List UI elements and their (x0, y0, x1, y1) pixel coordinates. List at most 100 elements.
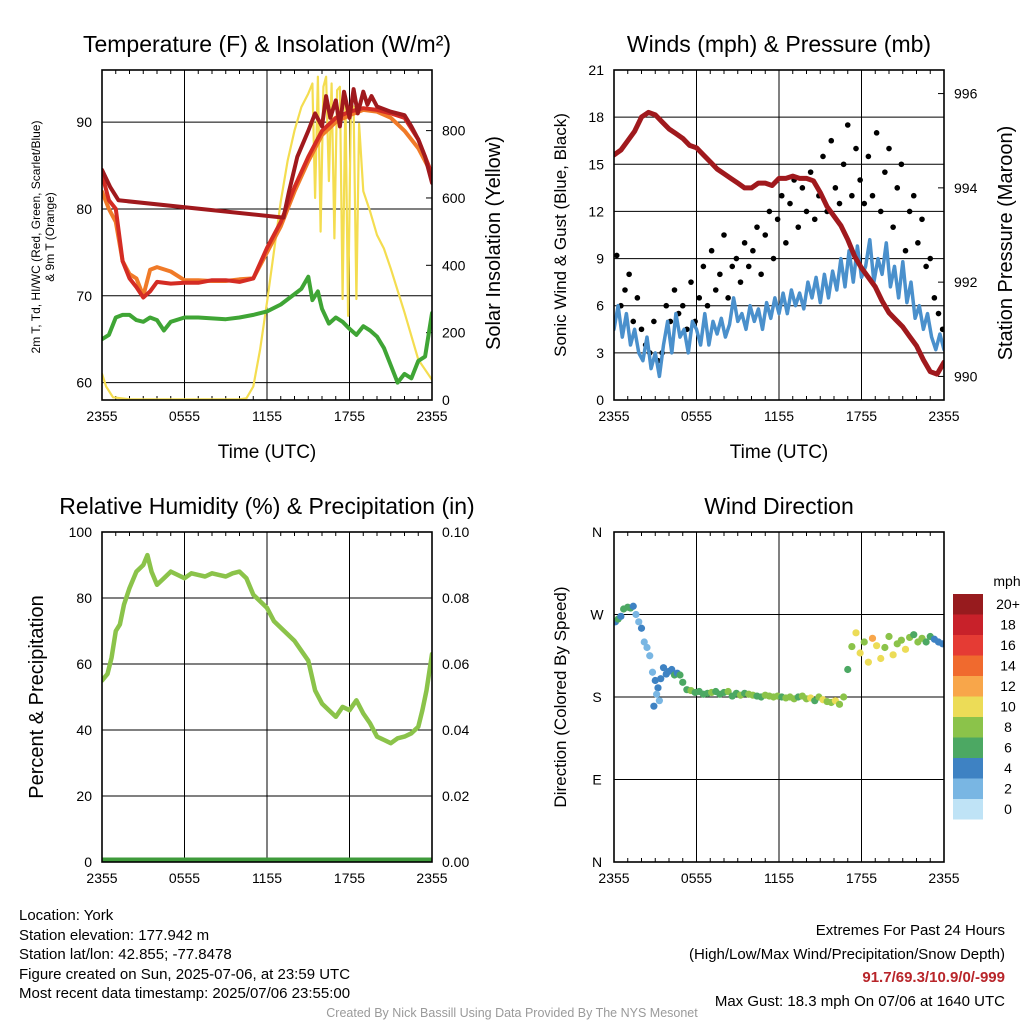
y2-tick-label: 0.08 (442, 590, 469, 606)
chart-title: Winds (mph) & Pressure (mb) (627, 31, 931, 57)
legend-label: 2 (1004, 781, 1012, 797)
direction-point (860, 638, 868, 646)
y2-tick-label: 0.02 (442, 788, 469, 804)
gust-point (766, 208, 773, 215)
legend-label: 16 (1000, 637, 1016, 653)
gust-point (622, 287, 628, 293)
y-tick-label: 3 (596, 345, 604, 361)
gust-point (795, 224, 802, 230)
y2-tick-label: 990 (954, 368, 978, 384)
y2-axis-label: Solar Insolation (Yellow) (483, 136, 505, 350)
x-tick-label: 0555 (169, 870, 200, 886)
direction-point (897, 636, 905, 644)
gust-point (630, 318, 637, 325)
gust-point (861, 200, 868, 207)
direction-point (629, 602, 637, 610)
y2-axis-label: Station Pressure (Maroon) (995, 126, 1017, 361)
direction-point (724, 687, 732, 696)
gust-point (915, 240, 921, 246)
x-tick-label: 0555 (681, 408, 712, 424)
y-tick-label: 100 (69, 524, 93, 540)
gust-point (877, 208, 884, 215)
direction-point (881, 643, 889, 652)
gust-point (832, 185, 839, 191)
direction-point (852, 629, 860, 637)
x-tick-label: 1155 (764, 408, 794, 424)
y-tick-label: 90 (76, 114, 92, 130)
legend-swatch (953, 799, 983, 820)
plot-frame (101, 69, 433, 401)
y-tick-label: 0 (84, 854, 92, 870)
gust-point (671, 287, 678, 293)
direction-point (640, 638, 648, 646)
y-tick-label: 0 (596, 392, 604, 408)
gust-point (828, 137, 835, 144)
legend-swatch (953, 737, 983, 758)
y-tick-label: 18 (588, 109, 604, 125)
chart-title: Temperature (F) & Insolation (W/m²) (83, 31, 451, 57)
y2-tick-label: 996 (954, 86, 978, 102)
gust-point (725, 295, 731, 301)
direction-point (637, 624, 646, 632)
gust-point (844, 122, 851, 128)
y-tick-label: N (592, 854, 602, 870)
legend-label: 10 (1000, 699, 1016, 715)
direction-point (889, 651, 897, 659)
gust-point (733, 255, 740, 262)
direction-point (910, 631, 918, 639)
legend-label: 6 (1004, 740, 1012, 756)
x-tick-label: 2355 (928, 870, 959, 886)
gust-point (770, 255, 777, 262)
x-tick-label: 1155 (764, 870, 794, 886)
gust-point (849, 192, 855, 199)
gust-point (712, 287, 719, 293)
y2-tick-label: 0.04 (442, 722, 469, 738)
x-tick-label: 0555 (681, 870, 712, 886)
y-axis-label: Sonic Wind & Gust (Blue, Black) (551, 113, 570, 357)
gust-point (754, 224, 760, 230)
y-tick-label: 40 (76, 722, 92, 738)
gust-point (626, 271, 632, 278)
recent-data-timestamp: Most recent data timestamp: 2025/07/06 2… (19, 985, 351, 1002)
x-tick-label: 1755 (334, 408, 365, 424)
x-tick-label: 2355 (598, 870, 629, 886)
station-elevation: Station elevation: 177.942 m (19, 926, 210, 944)
direction-point (676, 671, 684, 679)
direction-point (922, 638, 930, 646)
y-tick-label: E (592, 772, 601, 788)
wind_direction-data (614, 602, 944, 710)
chart-title: Wind Direction (704, 493, 854, 519)
gust-point (906, 208, 913, 215)
x-tick-label: 2355 (86, 408, 117, 424)
y-tick-label: 80 (76, 201, 92, 217)
gust-point (799, 185, 806, 191)
gust-point (717, 271, 723, 278)
extremes-title: Extremes For Past 24 Hours (815, 922, 1005, 939)
y-tick-label: 80 (76, 590, 92, 606)
gust-point (853, 145, 859, 152)
direction-point (844, 665, 852, 674)
plot-frame (613, 531, 945, 863)
y-tick-label: 6 (596, 298, 604, 314)
direction-point (877, 654, 885, 663)
x-tick-label: 0555 (169, 408, 200, 424)
plot-frame (613, 69, 945, 401)
gust-point (902, 247, 909, 254)
direction-point (885, 632, 893, 641)
gust-point (700, 263, 707, 270)
2m-t-red-line (102, 106, 432, 300)
direction-point (643, 643, 651, 652)
gust-point (737, 279, 744, 285)
gust-point (721, 232, 727, 238)
temperature-panel: Temperature (F) & Insolation (W/m²) 2355 0… (29, 31, 505, 463)
extremes-info: Extremes For Past 24 Hours (High/Low/Max… (689, 919, 1005, 1013)
gust-point (614, 252, 620, 259)
relative-humidity-line (102, 552, 432, 746)
humidity-data (102, 552, 432, 862)
sonic-wind-blue-line (614, 237, 944, 379)
gust-point (811, 216, 818, 223)
gust-point (696, 295, 703, 301)
gust-point (869, 192, 876, 199)
gust-point (931, 295, 938, 301)
y2-tick-label: 800 (442, 123, 466, 139)
